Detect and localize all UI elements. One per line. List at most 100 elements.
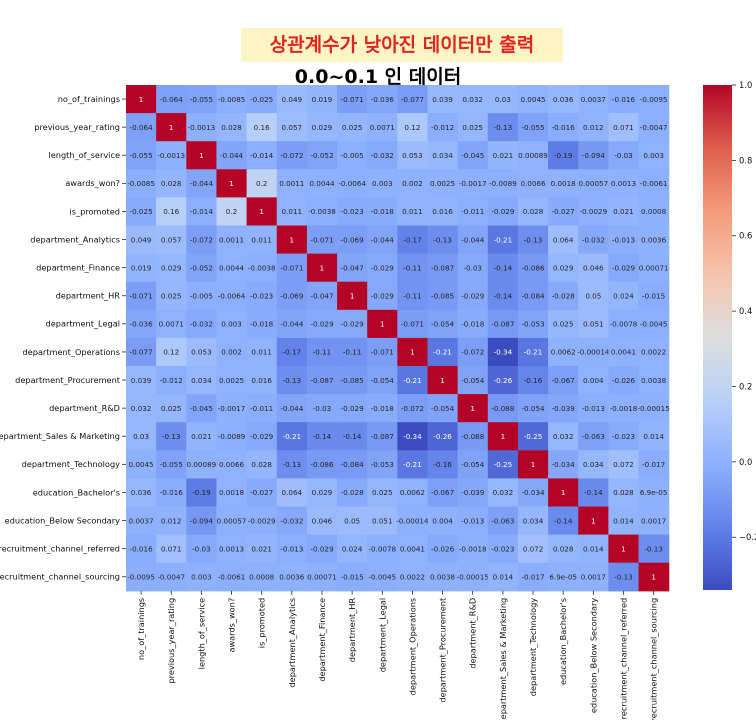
cell-value-label: -0.11 — [343, 348, 362, 357]
heatmap-cell — [548, 197, 579, 227]
cell-value-label: 0.2 — [226, 207, 237, 216]
heatmap-cell — [457, 141, 489, 170]
heatmap-cell — [608, 366, 640, 395]
heatmap-cell — [457, 281, 489, 311]
heatmap-cell — [337, 366, 368, 395]
cell-value-label: 6.9e-05 — [549, 572, 577, 581]
cell-value-label: -0.044 — [280, 320, 304, 329]
heatmap-cell — [548, 225, 579, 255]
cell-value-label: -0.067 — [431, 488, 454, 497]
heatmap-cell — [276, 253, 308, 283]
cell-value-label: 0.0011 — [279, 179, 304, 188]
cell-value-label: -0.029 — [310, 320, 334, 329]
heatmap-cell — [457, 394, 489, 423]
heatmap-cell — [457, 197, 489, 227]
heatmap-cell — [156, 253, 187, 283]
cell-value-label: -0.14 — [554, 516, 573, 525]
cell-value-label: -0.016 — [129, 544, 153, 553]
cell-value-label: -0.025 — [129, 207, 152, 216]
cell-value-label: 0.003 — [191, 572, 212, 581]
heatmap-cell — [487, 337, 519, 367]
cell-value-label: -0.088 — [491, 404, 515, 413]
cell-value-label: -0.032 — [582, 235, 605, 244]
cell-value-label: -0.084 — [341, 460, 365, 469]
heatmap-cell — [457, 506, 489, 536]
heatmap-cell — [608, 225, 640, 255]
cell-value-label: -0.045 — [190, 404, 213, 413]
heatmap-cell — [367, 394, 398, 423]
heatmap-cell — [246, 506, 278, 536]
cell-value-label: -0.0029 — [579, 207, 607, 216]
cell-value-label: 0.064 — [282, 488, 303, 497]
heatmap-cell — [276, 506, 308, 536]
cell-value-label: 0.064 — [553, 235, 574, 244]
heatmap-cell — [608, 422, 640, 451]
cell-value-label: 1 — [501, 432, 506, 441]
heatmap-cell — [517, 253, 549, 283]
heatmap-cell — [367, 366, 398, 395]
cell-value-label: -0.0095 — [640, 95, 668, 104]
cell-value-label: -0.039 — [461, 488, 485, 497]
cell-value-label: 0.004 — [432, 516, 453, 525]
heatmap-cell — [548, 113, 579, 142]
cell-value-label: 1 — [531, 460, 536, 469]
heatmap-cell — [427, 281, 459, 311]
heatmap-cell — [427, 113, 459, 142]
cell-value-label: 0.0011 — [219, 235, 244, 244]
heatmap-cell — [638, 506, 670, 536]
cell-value-label: 0.034 — [191, 376, 212, 385]
cell-value-label: -0.029 — [461, 291, 485, 300]
heatmap-cell — [487, 422, 519, 451]
heatmap-cell — [638, 309, 670, 339]
cell-value-label: -0.00014 — [396, 516, 429, 525]
heatmap-cell — [337, 253, 368, 283]
heatmap-cell — [517, 478, 549, 508]
cell-value-label: 1 — [380, 320, 385, 329]
cell-value-label: -0.0013 — [188, 123, 216, 132]
heatmap-cell — [487, 197, 519, 227]
cell-value-label: -0.032 — [371, 151, 394, 160]
cell-value-label: -0.085 — [431, 291, 454, 300]
cell-value-label: -0.0078 — [610, 320, 638, 329]
heatmap-cell — [367, 309, 398, 339]
heatmap-cell — [216, 450, 248, 479]
heatmap-cell — [276, 394, 308, 423]
heatmap-cell — [126, 394, 157, 423]
heatmap-cell — [216, 253, 248, 283]
heatmap-cell — [517, 506, 549, 536]
cell-value-label: -0.03 — [463, 263, 482, 272]
cell-value-label: -0.0018 — [459, 544, 487, 553]
heatmap-cell — [397, 281, 429, 311]
cell-value-label: -0.023 — [612, 432, 635, 441]
row-label: department_Finance — [36, 262, 120, 272]
heatmap-cell — [367, 197, 398, 227]
heatmap-cell — [487, 253, 519, 283]
heatmap-cell — [427, 506, 459, 536]
cell-value-label: -0.047 — [341, 263, 364, 272]
cell-value-label: -0.069 — [280, 291, 304, 300]
heatmap-cell — [517, 309, 549, 339]
heatmap-cell — [126, 506, 157, 536]
heatmap-cell — [397, 422, 429, 451]
heatmap-cell — [216, 337, 248, 367]
cell-value-label: 0.03 — [133, 432, 149, 441]
cell-value-label: 0.0017 — [641, 516, 666, 525]
heatmap-cell — [608, 281, 640, 311]
heatmap-cell — [487, 169, 519, 198]
heatmap-cell — [638, 366, 670, 395]
heatmap-cell — [156, 85, 187, 114]
cell-value-label: 0.011 — [402, 207, 423, 216]
cell-value-label: 0.021 — [251, 544, 272, 553]
cell-value-label: -0.0045 — [368, 572, 396, 581]
heatmap-cell — [337, 197, 368, 227]
cell-value-label: -0.054 — [461, 376, 485, 385]
heatmap-cell — [306, 562, 338, 592]
heatmap-cell — [427, 225, 459, 255]
heatmap-cell — [276, 85, 308, 114]
heatmap-cell — [548, 309, 579, 339]
cell-value-label: 0.0062 — [400, 488, 425, 497]
colorbar: −0.2 0.0 0.2 0.4 0.6 0.8 1.0 — [703, 80, 756, 590]
cell-value-label: 0.0045 — [520, 95, 545, 104]
heatmap-cell — [186, 169, 218, 198]
heatmap-cell — [457, 478, 489, 508]
